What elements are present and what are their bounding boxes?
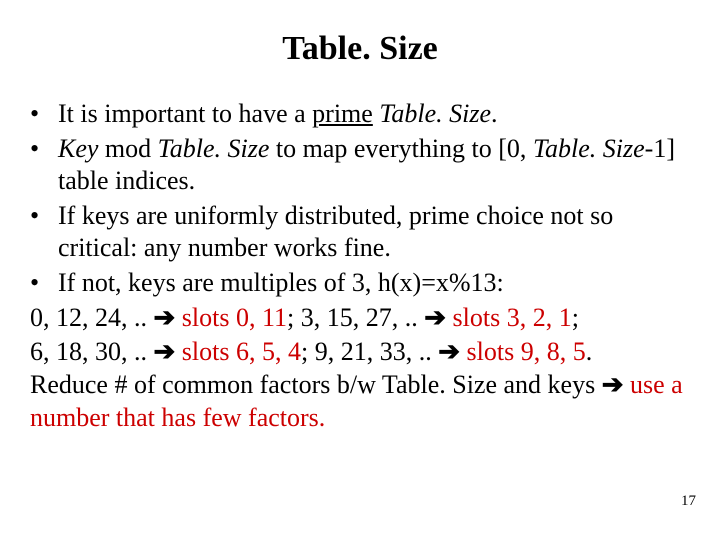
b1-post: .	[491, 99, 498, 128]
b2-t2: to map everything to [0,	[269, 134, 533, 163]
arrow-icon: ➔	[154, 302, 176, 332]
bullet-4: • If not, keys are multiples of 3, h(x)=…	[30, 267, 690, 300]
arrow-icon: ➔	[424, 302, 446, 332]
slide: Table. Size • It is important to have a …	[0, 0, 720, 540]
arrow-icon: ➔	[602, 369, 624, 399]
line-3: Reduce # of common factors b/w Table. Si…	[30, 368, 690, 434]
bullet-dot-icon: •	[30, 267, 58, 300]
l1-b: ; 3, 15, 27, ..	[287, 303, 424, 332]
l1-c: ;	[572, 303, 579, 332]
l2-slots2: slots 9, 8, 5	[467, 337, 586, 366]
l2-c: .	[586, 337, 593, 366]
b1-prime: prime	[312, 99, 373, 128]
arrow-icon: ➔	[438, 336, 460, 366]
l2-b: ; 9, 21, 33, ..	[301, 337, 438, 366]
slide-title: Table. Size	[30, 30, 690, 68]
b1-pre: It is important to have a	[58, 99, 312, 128]
bullet-1: • It is important to have a prime Table.…	[30, 98, 690, 131]
page-number: 17	[681, 493, 696, 510]
bullet-4-text: If not, keys are multiples of 3, h(x)=x%…	[58, 267, 690, 300]
l2-slots1: slots 6, 5, 4	[182, 337, 301, 366]
slide-body: • It is important to have a prime Table.…	[30, 98, 690, 434]
b2-key: Key	[58, 134, 98, 163]
line-2: 6, 18, 30, .. ➔ slots 6, 5, 4; 9, 21, 33…	[30, 335, 690, 369]
l3-a: Reduce # of common factors b/w Table. Si…	[30, 370, 602, 399]
bullet-dot-icon: •	[30, 133, 58, 198]
b2-ts2: Table. Size	[533, 134, 645, 163]
bullet-3: • If keys are uniformly distributed, pri…	[30, 200, 690, 265]
l1-slots2: slots 3, 2, 1	[453, 303, 572, 332]
bullet-2-text: Key mod Table. Size to map everything to…	[58, 133, 690, 198]
bullet-1-text: It is important to have a prime Table. S…	[58, 98, 690, 131]
l2-a: 6, 18, 30, ..	[30, 337, 154, 366]
l1-a: 0, 12, 24, ..	[30, 303, 154, 332]
b2-ts1: Table. Size	[158, 134, 270, 163]
bullet-3-text: If keys are uniformly distributed, prime…	[58, 200, 690, 265]
bullet-2: • Key mod Table. Size to map everything …	[30, 133, 690, 198]
b2-t1: mod	[98, 134, 157, 163]
l1-slots1: slots 0, 11	[182, 303, 287, 332]
line-1: 0, 12, 24, .. ➔ slots 0, 11; 3, 15, 27, …	[30, 301, 690, 335]
bullet-dot-icon: •	[30, 98, 58, 131]
b1-tablesize: Table. Size	[379, 99, 491, 128]
arrow-icon: ➔	[154, 336, 176, 366]
bullet-dot-icon: •	[30, 200, 58, 265]
